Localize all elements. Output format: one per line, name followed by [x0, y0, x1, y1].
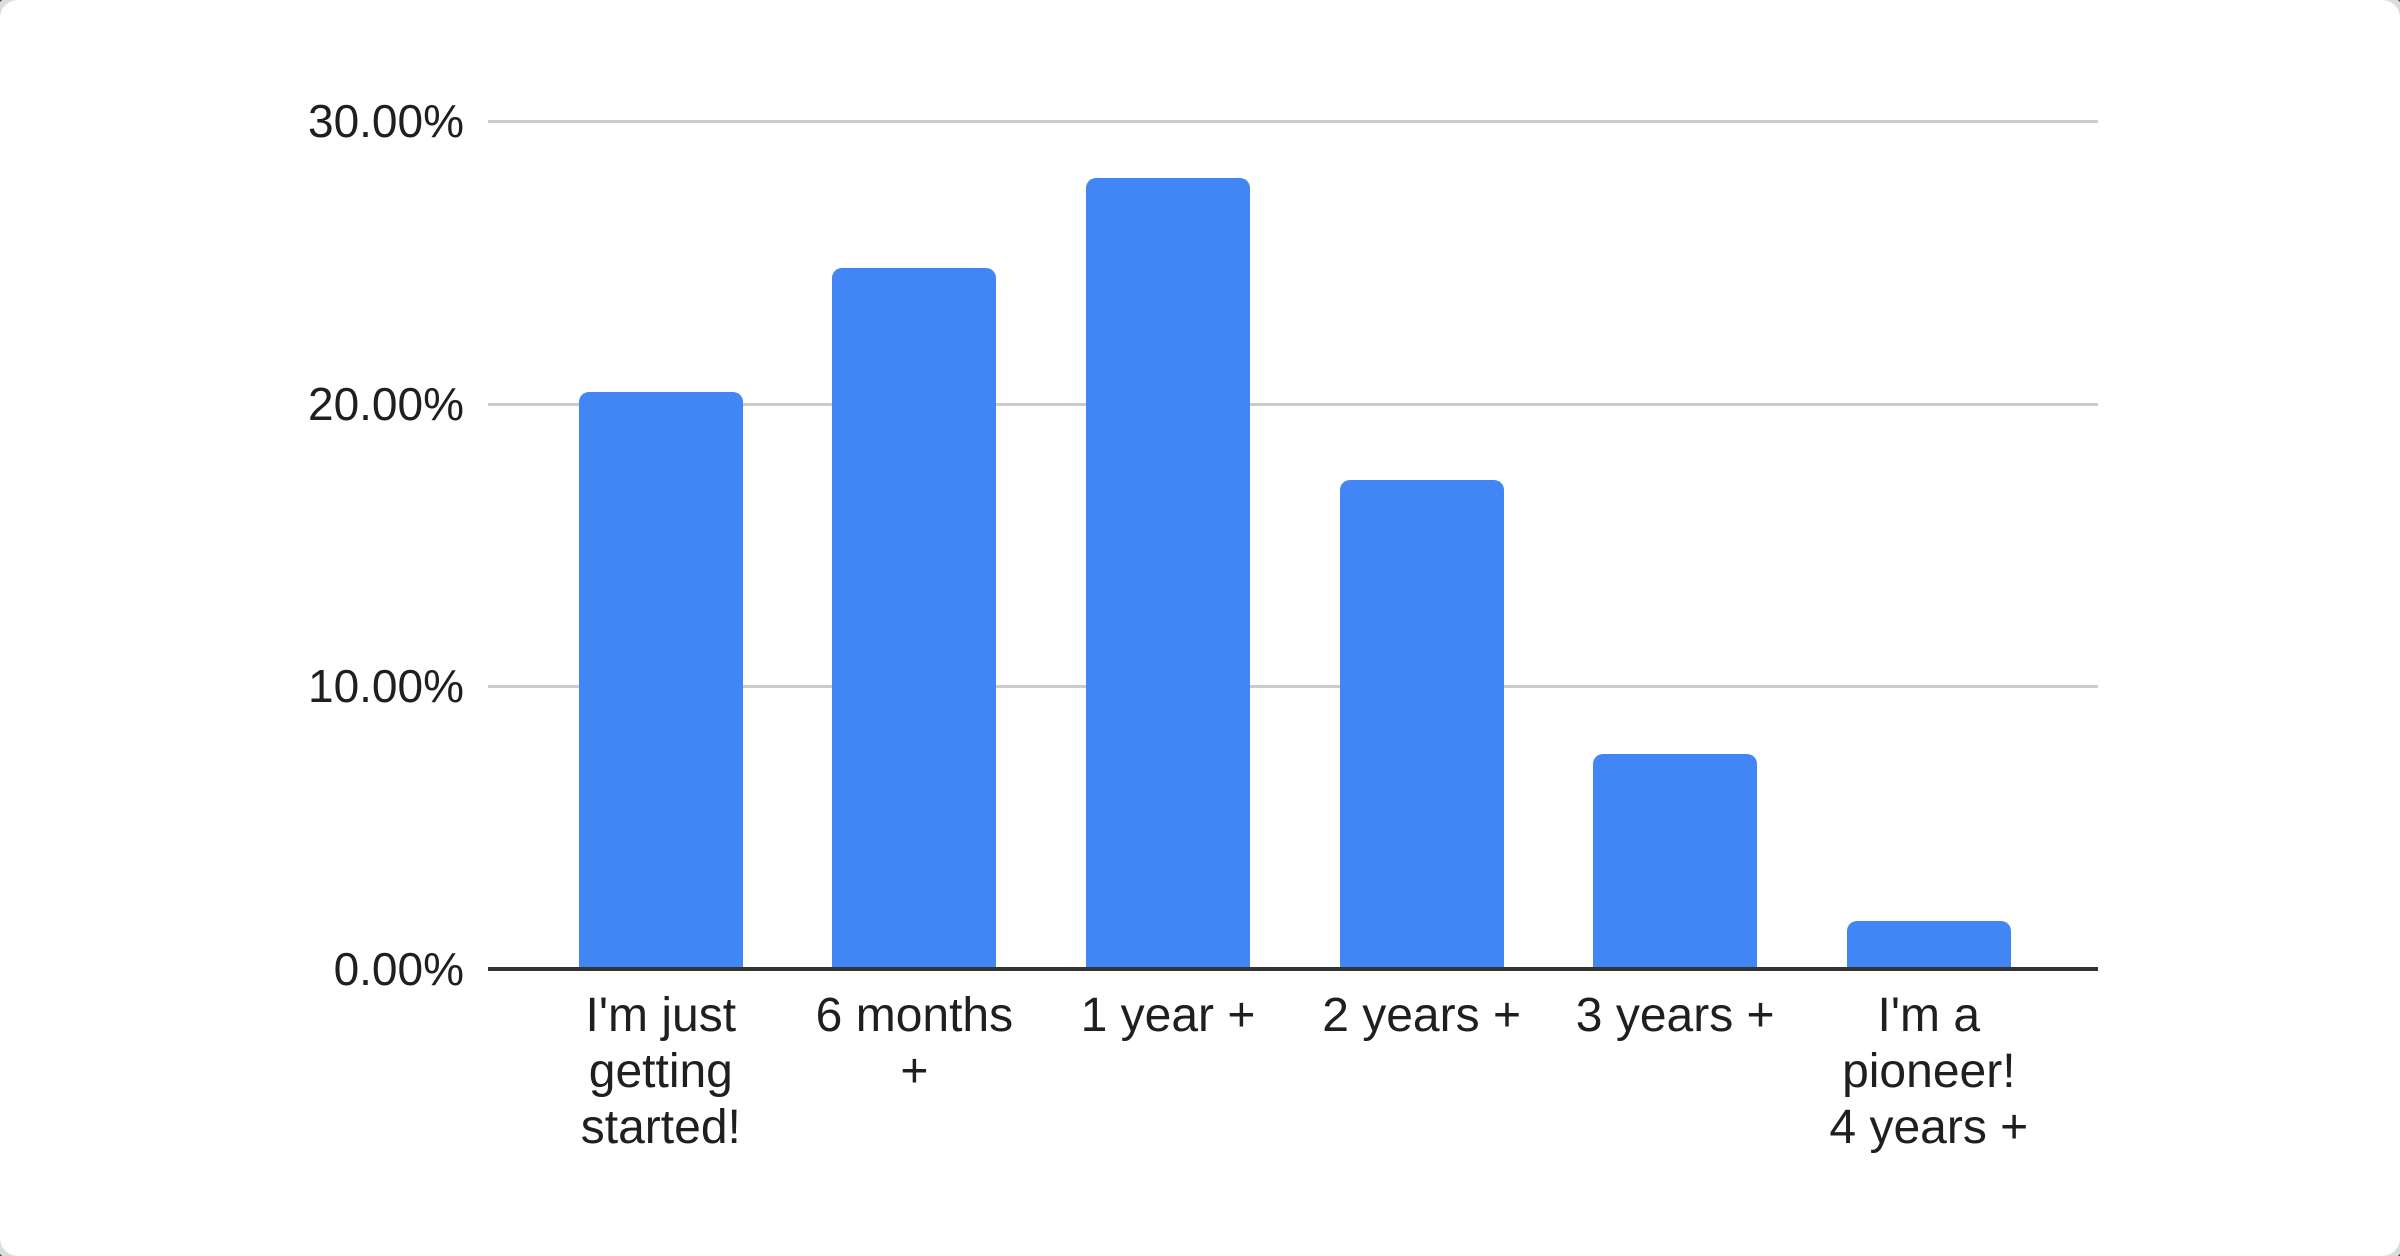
gridline: [488, 120, 2098, 123]
bar[interactable]: [1846, 920, 2011, 969]
x-axis-line: [488, 967, 2098, 971]
plot-area: [488, 120, 2098, 971]
y-tick-label: 10.00%: [307, 660, 464, 713]
bar[interactable]: [1593, 754, 1758, 969]
x-category-label: I'm just getting started!: [580, 989, 741, 1154]
x-category-label: I'm a pioneer! 4 years +: [1829, 989, 2029, 1154]
bar[interactable]: [1339, 480, 1504, 969]
y-tick-label: 30.00%: [307, 95, 464, 147]
bar[interactable]: [578, 392, 743, 969]
bar[interactable]: [1086, 177, 1250, 969]
x-category-label: 6 months +: [815, 989, 1014, 1098]
gridline: [488, 685, 2098, 689]
y-tick-label: 20.00%: [307, 377, 464, 430]
y-axis: 30.00% 20.00% 10.00% 0.00%: [0, 0, 464, 1256]
x-category-label: 3 years +: [1575, 989, 1775, 1042]
bar[interactable]: [832, 268, 997, 969]
y-tick-label: 0.00%: [333, 943, 464, 995]
x-axis: I'm just getting started! 6 months + 1 year +…: [488, 988, 2098, 1248]
x-category-label: 2 years +: [1322, 989, 1521, 1042]
x-category-label: 1 year +: [1080, 989, 1256, 1042]
gridline: [488, 402, 2098, 406]
